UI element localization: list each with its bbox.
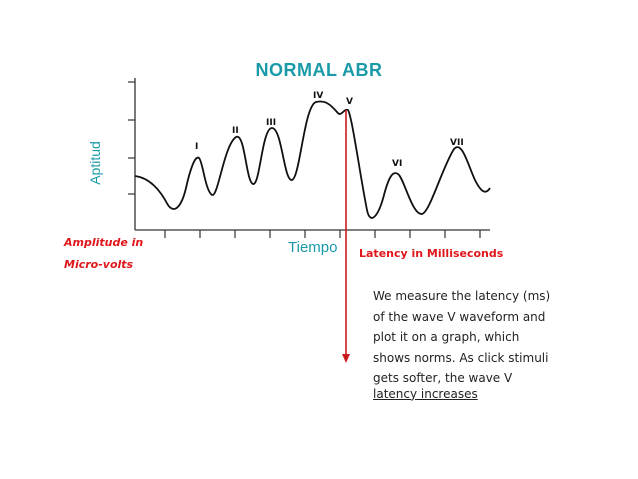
- x-axis-label: Tiempo: [288, 239, 338, 256]
- wave-label-ii: II: [232, 126, 239, 136]
- wave-label-i: I: [195, 142, 198, 152]
- y-axis-label: Aptitud: [86, 141, 103, 185]
- note-line-5: gets softer, the wave V: [373, 371, 513, 385]
- wave-label-iii: III: [266, 118, 276, 128]
- diagram-title: NORMAL ABR: [255, 60, 383, 80]
- abr-waveform: [134, 100, 491, 219]
- wave-label-iv: IV: [313, 91, 323, 101]
- explanation-note: We measure the latency (ms) of the wave …: [373, 286, 583, 401]
- wave-label-vii: VII: [450, 138, 464, 148]
- wave-label-v: V: [346, 97, 353, 107]
- amplitude-label-line1: Amplitude in: [64, 236, 144, 249]
- note-line-4: shows norms. As click stimuli: [373, 350, 549, 365]
- latency-arrow-head: [342, 354, 350, 363]
- note-line-3: plot it on a graph, which: [373, 330, 520, 344]
- note-line-2: of the wave V waveform and: [373, 309, 546, 324]
- wave-label-vi: VI: [392, 159, 402, 169]
- x-ticks: [164, 230, 481, 238]
- amplitude-label-line2: Micro-volts: [64, 258, 134, 271]
- latency-label: Latency in Milliseconds: [359, 247, 504, 260]
- y-ticks: [128, 81, 135, 195]
- note-line-6: latency increases: [373, 386, 478, 401]
- note-line-1: We measure the latency (ms): [373, 289, 551, 303]
